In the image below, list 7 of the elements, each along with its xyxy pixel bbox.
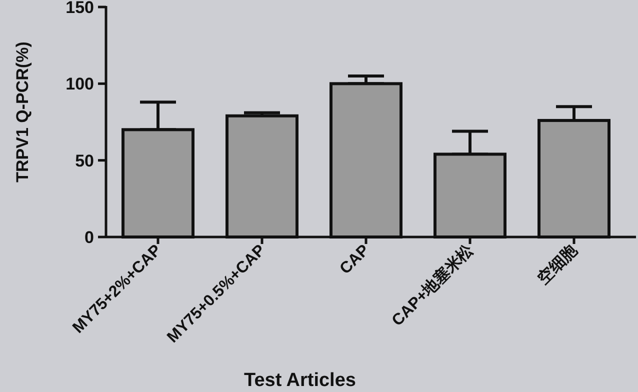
y-tick-label: 150 [66, 0, 94, 17]
y-axis-title: TRPV1 Q-PCR(%) [13, 42, 32, 182]
y-tick-label: 50 [75, 151, 94, 170]
x-axis-title: Test Articles [244, 370, 356, 391]
x-tick-label: 空细胞 [534, 240, 582, 288]
y-tick-label: 100 [66, 74, 94, 94]
y-tick-label: 0 [84, 228, 94, 247]
